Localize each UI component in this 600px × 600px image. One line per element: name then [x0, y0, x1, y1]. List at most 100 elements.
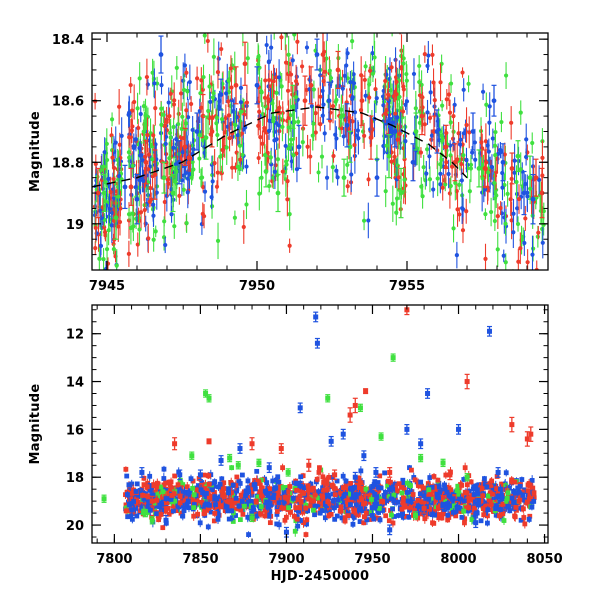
bottom-plot-frame: [91, 304, 549, 544]
top-blue-point-4: [194, 129, 200, 134]
top-blue-point-2: [158, 52, 164, 57]
bottom-blue-point-13: [418, 441, 424, 447]
bottom-red-point-4: [306, 462, 312, 468]
bottom-red-point-6: [347, 412, 353, 418]
top-red-point-19: [482, 166, 488, 171]
bottom-blue-point-15: [456, 426, 462, 432]
bottom-green-point-13: [418, 455, 424, 461]
top-blue-point-19: [530, 196, 536, 202]
bottom-blue-point-20: [387, 527, 393, 533]
bottom-green-point-12: [390, 355, 396, 361]
bottom-red-point-3: [278, 446, 284, 452]
top-blue-point-14: [434, 129, 440, 134]
top-red-point-11: [320, 52, 326, 57]
top-green-point-13: [476, 166, 482, 171]
top-blue-point-6: [254, 82, 260, 88]
bottom-red-point-2: [249, 441, 255, 447]
bottom-green-point-16: [149, 517, 155, 523]
top-marks-layer: [95, 33, 545, 240]
top-red-point-10: [308, 82, 314, 88]
bottom-red-point-9: [387, 469, 393, 475]
bottom-x-axis-title: HJD-2450000: [271, 569, 370, 584]
bottom-xtick-label-1: 7850: [182, 552, 218, 567]
top-green-point-11: [398, 190, 404, 196]
bottom-blue-point-6: [313, 314, 319, 320]
bottom-ytick-label-2: 16: [66, 423, 84, 438]
top-green-point-7: [290, 104, 296, 110]
top-fit-curve: [92, 106, 468, 188]
top-blue-point-16: [491, 98, 497, 104]
top-green-point-2: [161, 175, 167, 181]
top-ytick-label-2: 18.8: [52, 156, 84, 171]
top-red-point-2: [143, 159, 149, 165]
top-ytick-label-3: 19: [66, 218, 84, 233]
bottom-blue-point-17: [495, 469, 501, 475]
top-green-point-6: [275, 190, 281, 196]
bottom-red-point-15: [528, 431, 534, 437]
top-red-point-1: [128, 184, 134, 190]
bottom-red-point-7: [352, 402, 358, 408]
bottom-blue-point-9: [340, 431, 346, 437]
top-red-point-14: [368, 135, 374, 141]
top-green-point-12: [413, 129, 419, 134]
top-blue-point-1: [134, 196, 140, 202]
bottom-blue-point-12: [404, 426, 410, 432]
top-red-point-4: [182, 144, 188, 150]
bottom-green-point-2: [189, 453, 195, 459]
top-plot-frame: [91, 32, 549, 271]
bottom-blue-point-18: [163, 517, 169, 523]
bottom-ytick-label-4: 20: [66, 519, 84, 534]
bottom-xtick-label-2: 7900: [268, 552, 304, 567]
bottom-red-point-13: [509, 422, 515, 428]
top-ytick-label-1: 18.6: [52, 95, 84, 110]
top-red-point-12: [335, 67, 341, 73]
bottom-blue-point-14: [425, 391, 431, 397]
bottom-green-point-17: [249, 515, 255, 521]
bottom-blue-point-8: [328, 438, 334, 444]
bottom-blue-point-19: [283, 529, 289, 535]
bottom-xtick-label-0: 7800: [96, 552, 132, 567]
top-xtick-label-1: 7950: [239, 279, 275, 294]
top-blue-point-9: [326, 98, 332, 104]
bottom-green-point-8: [285, 469, 291, 475]
bottom-ytick-label-3: 18: [66, 471, 84, 486]
top-green-point-14: [515, 153, 521, 159]
bottom-red-point-1: [206, 438, 212, 444]
bottom-ytick-label-1: 14: [66, 376, 84, 391]
bottom-green-point-15: [464, 474, 470, 480]
top-red-point-7: [233, 82, 239, 88]
bottom-green-point-7: [256, 460, 262, 466]
top-blue-point-18: [521, 190, 527, 196]
bottom-green-point-1: [142, 510, 148, 516]
top-ytick-label-0: 18.4: [52, 33, 84, 48]
top-blue-point-10: [344, 122, 350, 128]
bottom-red-point-10: [404, 307, 410, 313]
bottom-blue-point-4: [266, 465, 272, 471]
bottom-green-point-0: [101, 496, 107, 502]
bottom-fill-layer: [123, 462, 537, 538]
top-green-point-4: [203, 135, 209, 141]
top-blue-point-7: [296, 144, 302, 150]
bottom-green-point-4: [206, 395, 212, 401]
top-blue-point-13: [410, 159, 416, 165]
top-green-point-0: [101, 190, 107, 196]
bottom-blue-point-11: [373, 469, 379, 475]
bottom-panel: 7800 7850 7900 7950 8000 8050 12 14 16 18 20 Magni…: [28, 304, 563, 584]
bottom-blue-point-7: [314, 340, 320, 346]
top-red-point-9: [302, 98, 308, 104]
bottom-blue-point-21: [473, 520, 479, 526]
bottom-green-point-14: [440, 460, 446, 466]
top-green-point-5: [263, 169, 269, 174]
top-blue-point-15: [470, 129, 476, 134]
top-red-point-0: [95, 190, 101, 196]
top-blue-point-0: [122, 184, 128, 190]
top-red-point-20: [509, 166, 515, 171]
top-blue-point-12: [392, 129, 398, 134]
bottom-xtick-label-4: 8000: [440, 552, 476, 567]
top-ticks: 7945 7950 7955 18.4 18.6 18.8 19: [52, 33, 548, 294]
bottom-blue-point-5: [297, 405, 303, 411]
top-panel: 7945 7950 7955 18.4 18.6 18.8 19 Magnitude: [28, 32, 549, 294]
top-red-point-13: [359, 98, 365, 104]
top-green-point-1: [113, 215, 119, 221]
